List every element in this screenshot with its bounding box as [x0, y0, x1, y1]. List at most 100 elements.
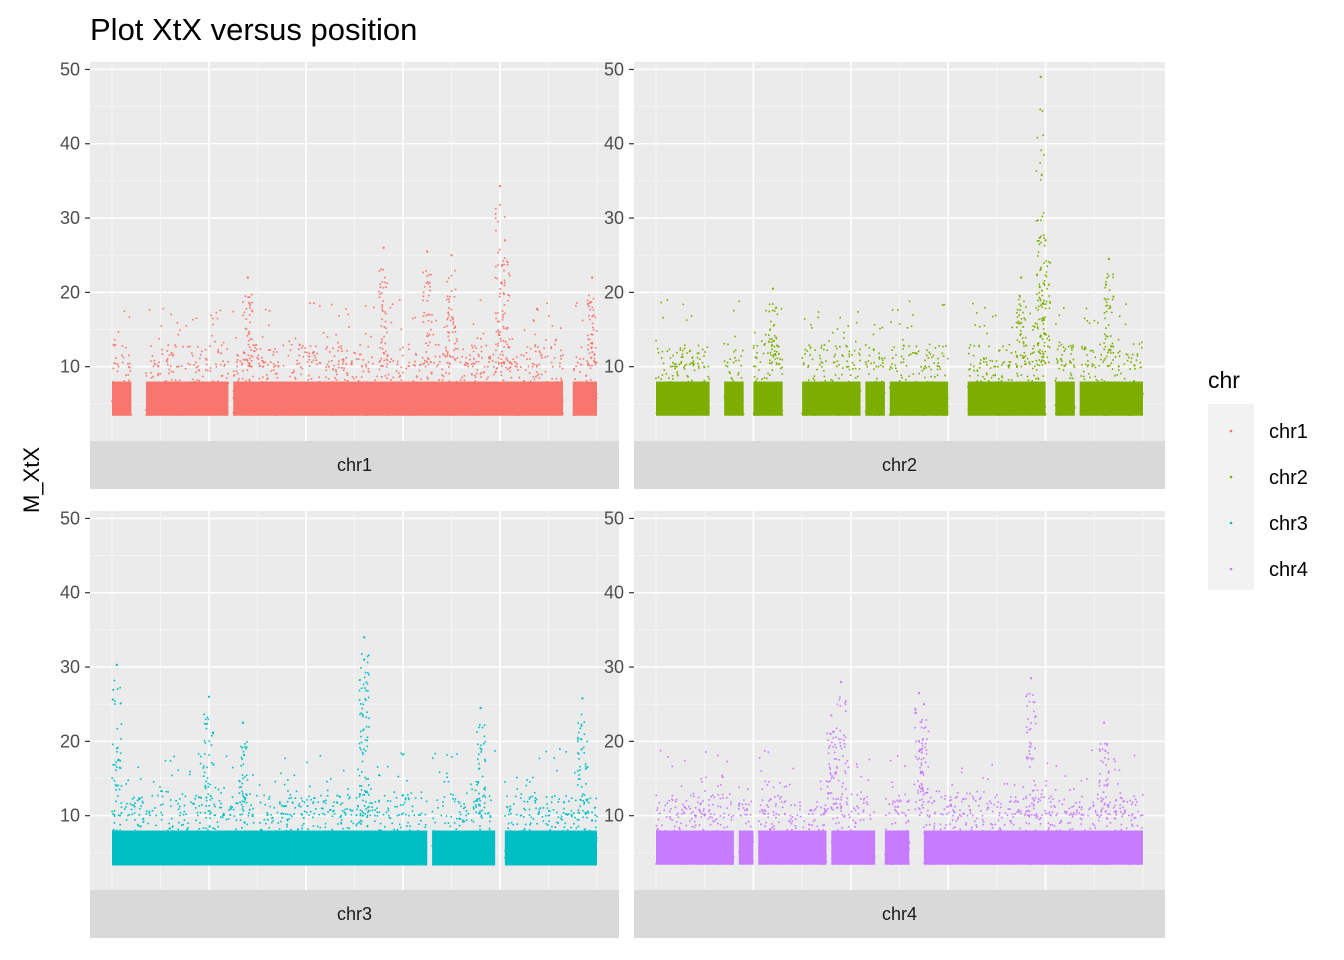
data-point	[286, 825, 288, 828]
data-point	[337, 341, 339, 344]
data-point	[500, 340, 502, 343]
data-point	[591, 364, 593, 367]
data-point	[514, 365, 517, 368]
data-point	[1100, 354, 1102, 356]
data-point	[554, 339, 557, 342]
data-point	[1045, 333, 1047, 336]
data-point	[1048, 339, 1051, 341]
data-point	[1040, 335, 1042, 338]
data-point	[222, 814, 224, 817]
data-point	[912, 314, 914, 316]
peak-point	[1039, 235, 1042, 238]
data-point	[239, 819, 242, 821]
data-point	[301, 824, 304, 827]
data-point	[441, 374, 444, 376]
data-point	[1035, 307, 1038, 309]
data-point	[842, 337, 845, 339]
data-point	[227, 372, 229, 375]
data-point	[248, 330, 251, 333]
data-point	[379, 293, 381, 296]
data-point	[546, 355, 549, 358]
data-point	[133, 804, 135, 807]
data-point	[385, 365, 388, 368]
data-point	[1103, 348, 1105, 351]
data-point	[851, 361, 854, 364]
data-point	[435, 319, 437, 322]
data-point	[683, 368, 686, 370]
data-point	[248, 812, 250, 814]
data-point-band	[112, 381, 132, 416]
data-point	[120, 802, 123, 804]
data-point	[183, 819, 186, 822]
data-point	[453, 349, 455, 352]
data-point	[1024, 336, 1027, 339]
data-point	[1126, 354, 1129, 356]
data-point	[281, 812, 283, 815]
data-point	[498, 295, 501, 298]
peak-point	[1044, 239, 1047, 242]
data-point	[300, 797, 303, 800]
data-point	[501, 350, 503, 353]
data-point	[591, 333, 594, 336]
data-point	[180, 365, 183, 367]
data-point	[859, 348, 862, 351]
data-point	[253, 350, 255, 352]
data-point	[848, 350, 851, 353]
data-point	[836, 347, 838, 350]
data-point	[151, 809, 154, 812]
data-point	[125, 346, 127, 349]
data-point	[471, 365, 474, 368]
data-point	[1086, 354, 1088, 356]
data-point	[881, 326, 884, 329]
data-point	[972, 354, 975, 357]
data-point	[252, 807, 254, 810]
data-point	[179, 811, 182, 814]
data-point	[303, 801, 306, 804]
data-point	[382, 300, 384, 302]
data-point	[1105, 301, 1108, 304]
data-point	[680, 360, 683, 363]
data-point	[1042, 352, 1044, 355]
data-point-band	[724, 381, 744, 416]
data-point	[398, 372, 400, 375]
data-point	[219, 309, 222, 312]
data-point	[165, 380, 168, 382]
data-point	[581, 319, 584, 322]
data-point	[353, 377, 355, 380]
data-point	[978, 345, 981, 348]
data-point	[483, 370, 486, 373]
data-point	[765, 377, 768, 380]
data-point	[236, 802, 239, 805]
data-point	[668, 377, 670, 379]
data-point	[847, 365, 850, 368]
data-point	[170, 805, 172, 808]
data-point	[905, 365, 908, 367]
data-point	[587, 302, 589, 305]
data-point	[510, 376, 513, 379]
data-point	[219, 363, 222, 366]
data-point	[378, 270, 381, 272]
data-point	[503, 362, 506, 365]
data-point	[268, 310, 271, 312]
data-point	[591, 343, 594, 345]
data-point	[1040, 318, 1043, 320]
data-point	[418, 369, 421, 372]
data-point	[473, 357, 475, 360]
data-point	[306, 351, 308, 354]
data-point	[194, 807, 197, 809]
data-point	[139, 778, 142, 780]
data-point	[669, 357, 672, 359]
data-point	[518, 376, 521, 379]
data-point	[846, 360, 848, 363]
data-point	[498, 361, 500, 364]
data-point	[376, 814, 379, 817]
data-point	[296, 363, 299, 365]
data-point	[726, 361, 729, 364]
data-point	[346, 826, 349, 829]
data-point	[247, 343, 250, 346]
data-point	[881, 362, 884, 364]
data-point	[1104, 333, 1106, 336]
data-point	[936, 374, 939, 377]
data-point	[1109, 335, 1112, 337]
data-point	[821, 362, 824, 364]
